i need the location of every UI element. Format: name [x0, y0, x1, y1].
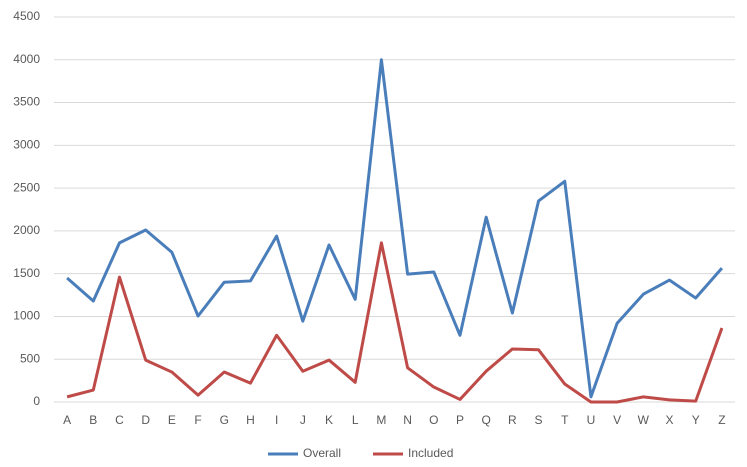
y-tick-label: 3000	[13, 138, 40, 152]
x-tick-label: N	[403, 413, 412, 427]
y-tick-label: 2000	[13, 223, 40, 237]
y-tick-label: 4500	[13, 9, 40, 23]
x-tick-label: J	[300, 413, 306, 427]
x-tick-label: L	[352, 413, 359, 427]
legend-label: Included	[408, 446, 453, 460]
y-tick-label: 1500	[13, 266, 40, 280]
x-tick-label: H	[246, 413, 255, 427]
x-tick-label: U	[587, 413, 596, 427]
y-tick-label: 4000	[13, 52, 40, 66]
x-tick-label: Z	[718, 413, 725, 427]
y-tick-label: 2500	[13, 180, 40, 194]
x-tick-label: C	[115, 413, 124, 427]
x-tick-label: D	[141, 413, 150, 427]
x-tick-label: Y	[692, 413, 700, 427]
y-tick-label: 3500	[13, 95, 40, 109]
x-tick-label: Q	[482, 413, 491, 427]
x-tick-label: I	[275, 413, 278, 427]
x-tick-label: K	[325, 413, 333, 427]
x-tick-label: M	[376, 413, 386, 427]
y-tick-label: 0	[33, 394, 40, 408]
x-tick-label: S	[535, 413, 543, 427]
x-tick-label: A	[63, 413, 71, 427]
legend-label: Overall	[303, 446, 341, 460]
x-tick-label: R	[508, 413, 517, 427]
x-tick-label: V	[613, 413, 621, 427]
x-tick-label: B	[89, 413, 97, 427]
y-tick-label: 1000	[13, 309, 40, 323]
x-tick-label: T	[561, 413, 569, 427]
x-tick-label: G	[220, 413, 229, 427]
x-tick-label: F	[194, 413, 201, 427]
x-tick-label: P	[456, 413, 464, 427]
x-tick-label: X	[666, 413, 674, 427]
series-line	[66, 241, 724, 404]
y-tick-label: 500	[20, 351, 40, 365]
series-line	[66, 58, 724, 399]
x-tick-label: O	[429, 413, 438, 427]
x-tick-label: W	[638, 413, 650, 427]
x-tick-label: E	[168, 413, 176, 427]
